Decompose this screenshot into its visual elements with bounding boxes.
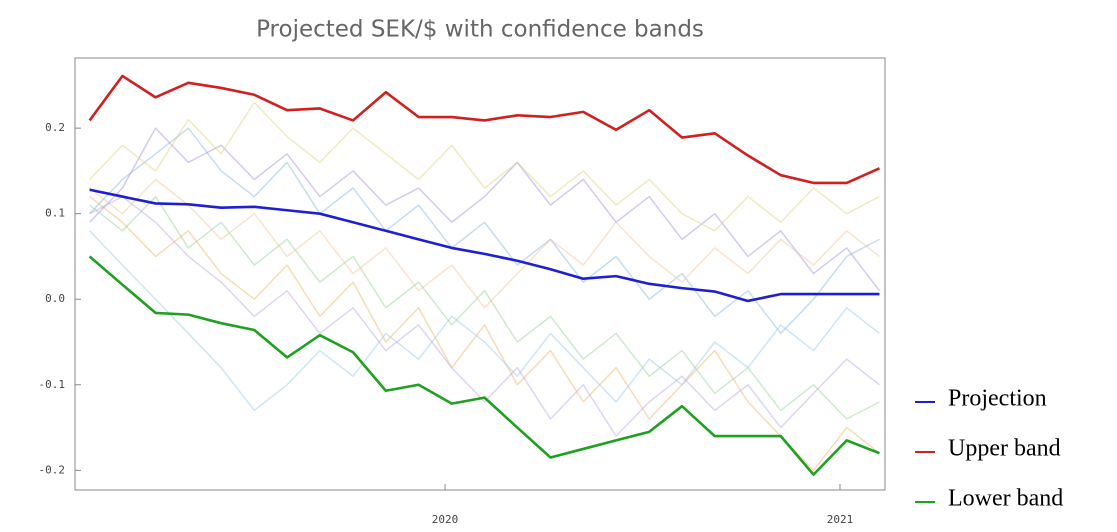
x-tick-label: 2021 xyxy=(827,513,854,526)
y-tick-label: 0.0 xyxy=(45,292,65,305)
simulation-path xyxy=(89,127,880,335)
simulation-path xyxy=(89,195,880,437)
y-tick-label: 0.1 xyxy=(45,207,65,220)
y-tick-label: 0.2 xyxy=(45,121,65,134)
simulation-path xyxy=(89,127,881,292)
simulation-path xyxy=(89,101,880,232)
simulation-path xyxy=(89,195,880,420)
y-tick-label: -0.2 xyxy=(39,463,66,476)
chart-title: Projected SEK/$ with confidence bands xyxy=(256,17,704,43)
simulation-path xyxy=(89,178,880,309)
y-tick-label: -0.1 xyxy=(39,378,66,391)
series-line xyxy=(89,188,880,303)
series-line xyxy=(88,255,880,476)
legend-label: Projection xyxy=(948,386,1047,412)
simulation-path xyxy=(89,195,880,472)
x-tick-label: 2020 xyxy=(432,513,459,526)
legend-label: Lower band xyxy=(948,486,1063,512)
plot-frame xyxy=(74,57,886,491)
legend-label: Upper band xyxy=(948,436,1061,462)
series-line xyxy=(88,74,880,185)
simulation-path xyxy=(89,230,880,412)
